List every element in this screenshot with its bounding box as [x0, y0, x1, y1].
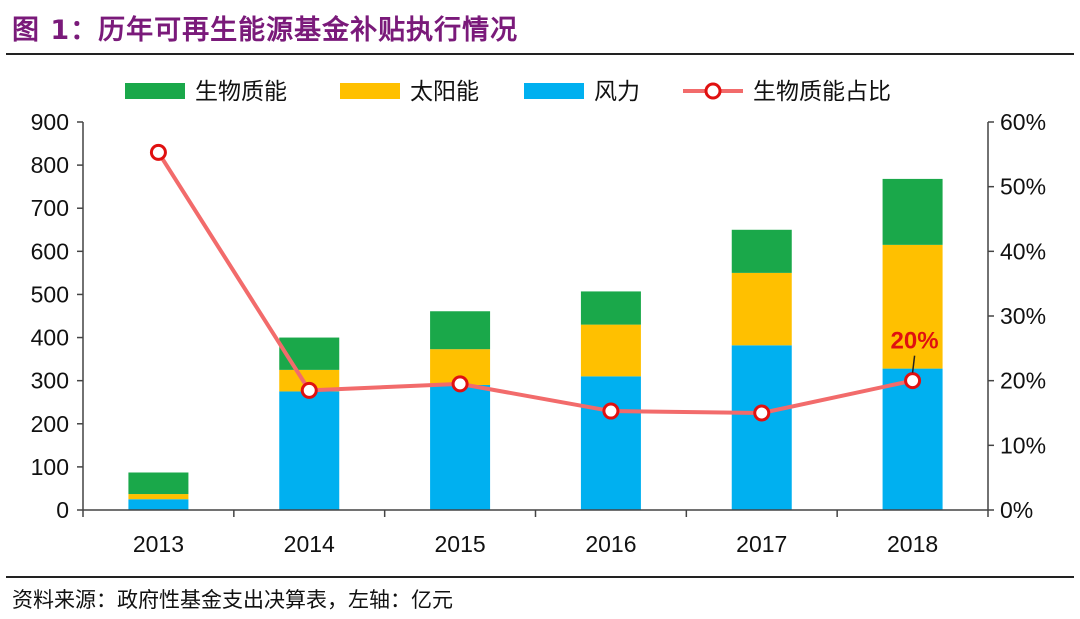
source-note: 资料来源：政府性基金支出决算表，左轴：亿元: [12, 588, 453, 612]
bar-wind: [580, 376, 641, 510]
bar-solar: [731, 272, 792, 346]
right-tick-label: 60%: [1000, 109, 1046, 135]
bar-biomass: [882, 178, 943, 245]
left-tick-label: 500: [31, 281, 69, 307]
left-y-axis: 0 100 200 300 400 500 600 700 800 900: [31, 109, 84, 523]
x-tick-label: 2013: [133, 531, 184, 557]
ratio-point: [300, 381, 318, 399]
ratio-point: [149, 143, 167, 161]
bar-solar: [128, 494, 189, 500]
x-tick-label: 2016: [585, 531, 636, 557]
right-tick-label: 10%: [1000, 432, 1046, 458]
bar-wind: [731, 345, 792, 510]
right-tick-label: 0%: [1000, 497, 1033, 523]
x-tick-label: 2018: [887, 531, 938, 557]
bar-wind: [279, 391, 340, 510]
bar-solar: [279, 369, 340, 392]
ratio-point: [602, 402, 620, 420]
right-tick-label: 50%: [1000, 174, 1046, 200]
legend-solar-label: 太阳能: [410, 79, 479, 105]
legend-solar-swatch: [340, 83, 400, 99]
left-tick-label: 400: [31, 325, 69, 351]
legend-biomass-swatch: [125, 83, 185, 99]
page-title: 图 1：历年可再生能源基金补贴执行情况: [12, 15, 519, 46]
bar-biomass: [731, 229, 792, 273]
ratio-line: [156, 151, 914, 415]
left-tick-label: 200: [31, 411, 69, 437]
legend-ratio-label: 生物质能占比: [753, 79, 891, 105]
bar-biomass: [430, 311, 491, 350]
bottom-divider: [6, 576, 1074, 578]
annotation-group: 20%: [891, 328, 939, 373]
annotation-label: 20%: [891, 328, 939, 355]
left-tick-label: 300: [31, 368, 69, 394]
ratio-point: [451, 375, 469, 393]
right-tick-label: 20%: [1000, 368, 1046, 394]
left-tick-label: 800: [31, 152, 69, 178]
legend-wind-label: 风力: [594, 79, 640, 105]
top-divider: [6, 53, 1074, 55]
x-axis: 2013 2014 2015 2016 2017 2018: [82, 509, 989, 557]
left-tick-label: 0: [56, 497, 69, 523]
x-tick-label: 2015: [434, 531, 485, 557]
legend-wind-swatch: [524, 83, 584, 99]
bar-biomass: [580, 291, 641, 325]
x-tick-label: 2014: [284, 531, 335, 557]
bar-wind: [430, 384, 491, 510]
legend-ratio-marker: [704, 82, 722, 100]
left-tick-label: 900: [31, 109, 69, 135]
bar-biomass: [279, 337, 340, 370]
ratio-point: [904, 372, 922, 390]
ratio-point: [753, 404, 771, 422]
annotation-leader: [911, 355, 916, 373]
left-tick-label: 700: [31, 195, 69, 221]
chart-legend: 生物质能 太阳能 风力 生物质能占比: [125, 79, 891, 105]
x-tick-label: 2017: [736, 531, 787, 557]
left-tick-label: 100: [31, 454, 69, 480]
bar-group: [128, 178, 943, 510]
right-tick-label: 30%: [1000, 303, 1046, 329]
left-tick-label: 600: [31, 238, 69, 264]
bar-solar: [580, 324, 641, 377]
right-tick-label: 40%: [1000, 238, 1046, 264]
bar-solar: [882, 244, 943, 369]
bar-biomass: [128, 472, 189, 495]
bar-wind: [882, 368, 943, 510]
right-y-axis: 0% 10% 20% 30% 40% 50% 60%: [987, 109, 1046, 523]
legend-biomass-label: 生物质能: [195, 79, 287, 105]
ratio-line-group: [149, 143, 922, 422]
bar-wind: [128, 499, 189, 510]
